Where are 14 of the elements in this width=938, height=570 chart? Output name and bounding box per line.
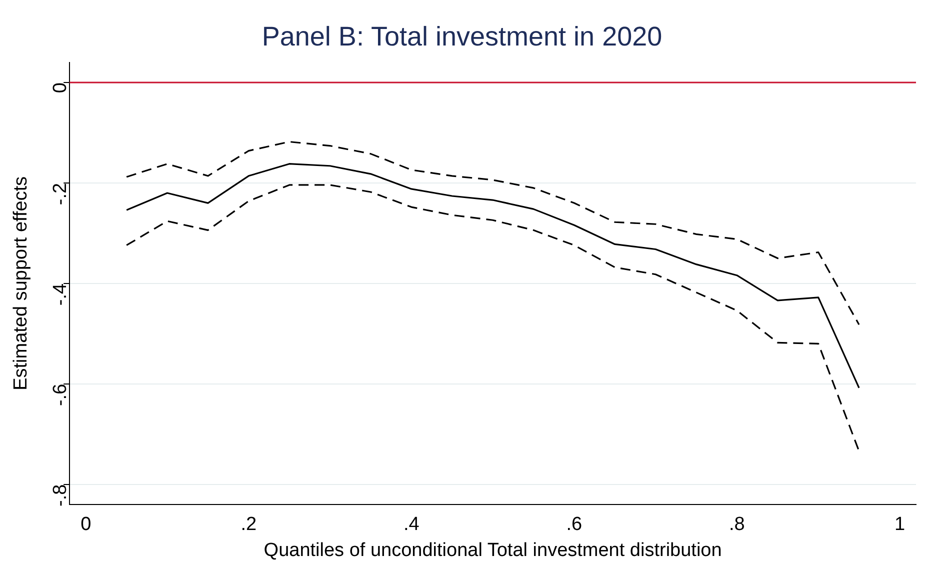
x-axis-title: Quantiles of unconditional Total investment distribution — [264, 540, 722, 561]
y-tick-label: 0 — [50, 82, 71, 94]
y-tick-label: -.4 — [50, 282, 71, 306]
y-axis-title: Estimated support effects — [10, 176, 32, 390]
x-tick-label: .2 — [240, 514, 257, 536]
chart-title: Panel B: Total investment in 2020 — [262, 22, 662, 52]
x-tick-label: .4 — [403, 514, 420, 536]
x-tick-label: .6 — [566, 514, 582, 536]
y-tick-label: -.8 — [50, 484, 71, 506]
y-tick-label: -.2 — [50, 182, 71, 206]
x-tick-label: 0 — [80, 514, 92, 536]
y-tick-label: -.6 — [50, 384, 71, 406]
x-tick-label: 1 — [894, 514, 906, 536]
x-tick-label: .8 — [729, 514, 745, 536]
